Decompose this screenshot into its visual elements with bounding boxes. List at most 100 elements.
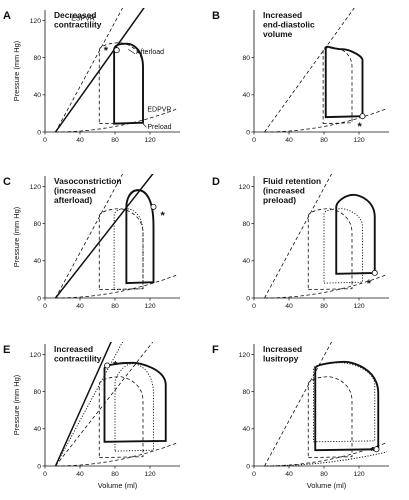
panel-c: 0 40 80 120 0 40 80 120 Pressure (mm Hg) C Vasocon… <box>3 174 180 310</box>
panel-letter: F <box>212 344 219 356</box>
x-tick-label: 120 <box>353 471 365 478</box>
espvr-line-control <box>55 8 124 133</box>
y-tick-label: 40 <box>33 426 41 433</box>
plot-area <box>264 174 388 299</box>
y-tick-label: 0 <box>246 129 250 136</box>
edpvr-curve-control <box>55 108 179 133</box>
change-point-marker <box>373 446 380 453</box>
panel-title-line: (increased <box>263 186 305 196</box>
preload-label: Preload <box>147 124 171 131</box>
panel-letter: C <box>3 176 11 188</box>
asterisk: * <box>113 360 118 372</box>
panel-title-line: volume <box>263 29 293 39</box>
y-tick-label: 40 <box>242 258 250 265</box>
y-tick-label: 80 <box>242 55 250 62</box>
panel-title-line: end-diastolic <box>263 20 315 30</box>
edpvr-curve-control <box>264 108 388 133</box>
espvr-line-new <box>54 174 154 299</box>
y-axis-label: Pressure (mm Hg) <box>12 207 21 267</box>
pv-loop-new <box>314 360 380 452</box>
edpvr-curve-control <box>264 442 388 467</box>
pv-loop-control <box>322 47 353 125</box>
x-tick-label: 0 <box>43 137 47 144</box>
x-axis-label: Volume (ml) <box>98 481 137 490</box>
espvr-line-control <box>264 342 333 467</box>
change-point-marker <box>104 362 111 369</box>
x-tick-label: 80 <box>320 303 328 310</box>
panel-letter: A <box>3 10 11 22</box>
x-tick-label: 80 <box>111 137 119 144</box>
plot-area <box>264 8 388 133</box>
x-tick-label: 80 <box>320 137 328 144</box>
afterload-label: Afterload <box>136 49 164 56</box>
plot-area <box>54 342 179 467</box>
y-tick-label: 80 <box>242 389 250 396</box>
panel-title-line: afterload) <box>54 195 92 205</box>
x-tick-label: 40 <box>76 471 84 478</box>
x-tick-label: 0 <box>252 137 256 144</box>
pv-loop-mid <box>323 208 363 284</box>
x-tick-label: 120 <box>144 303 156 310</box>
asterisk: * <box>104 45 109 57</box>
panel-title-line: Increased <box>263 10 302 20</box>
y-tick-label: 40 <box>242 426 250 433</box>
y-tick-label: 40 <box>242 92 250 99</box>
espvr-line-control <box>264 174 333 299</box>
pv-loop-mid <box>113 208 144 291</box>
espvr-line-new <box>54 342 112 467</box>
panel-d: 0 40 80 120 0 40 80 120 D Fluid retention(increas… <box>212 174 389 310</box>
espvr-line-control <box>55 342 154 467</box>
x-tick-label: 80 <box>111 303 119 310</box>
asterisk: * <box>371 445 376 457</box>
x-tick-label: 40 <box>285 137 293 144</box>
y-tick-label: 40 <box>33 258 41 265</box>
y-tick-label: 0 <box>37 129 41 136</box>
panel-title-line: Decreased <box>54 10 96 20</box>
preload-pointer <box>142 123 147 128</box>
change-point-marker <box>150 203 157 210</box>
plot-area <box>54 174 179 299</box>
y-axis-label: Pressure (mm Hg) <box>12 41 21 101</box>
y-tick-label: 80 <box>33 55 41 62</box>
change-point-marker <box>359 113 366 120</box>
y-tick-label: 0 <box>37 463 41 470</box>
pv-loop-control <box>307 376 353 459</box>
y-tick-label: 120 <box>239 352 251 359</box>
panel-a: 0 40 80 120 0 40 80 120 Pressure (mm Hg) A Decreas… <box>3 8 180 144</box>
panel-b: 0 40 80 120 0 40 80 B Increasedend-diastolicvolu… <box>212 8 389 144</box>
afterload-pointer <box>127 48 136 55</box>
pv-loop-control <box>98 208 144 291</box>
y-tick-label: 80 <box>33 389 41 396</box>
panel-letter: B <box>212 10 220 22</box>
panel-f: 0 40 80 120 0 40 80 120 Volume (ml) F Increasedlus… <box>212 342 389 490</box>
y-tick-label: 120 <box>30 18 42 25</box>
asterisk: * <box>358 121 363 133</box>
espvr-label: ESPVR <box>71 15 95 22</box>
asterisk: * <box>161 210 166 222</box>
y-axis-label: Pressure (mm Hg) <box>12 375 21 435</box>
x-tick-label: 120 <box>144 137 156 144</box>
y-tick-label: 120 <box>30 184 42 191</box>
x-tick-label: 40 <box>76 303 84 310</box>
pv-loop-new <box>125 189 155 285</box>
y-tick-label: 120 <box>239 184 251 191</box>
panel-title-line: Fluid retention <box>263 176 321 186</box>
asterisk: * <box>367 278 372 290</box>
x-tick-label: 40 <box>285 303 293 310</box>
panel-title-line: contractility <box>54 20 102 30</box>
x-tick-label: 120 <box>353 303 365 310</box>
pv-loop-new <box>103 361 167 443</box>
x-tick-label: 40 <box>285 471 293 478</box>
pv-loop-control <box>98 376 144 459</box>
x-tick-label: 0 <box>43 471 47 478</box>
panel-e: 0 40 80 120 0 40 80 120 Pressure (mm Hg) Volume (… <box>3 342 180 490</box>
pv-loop-new <box>324 45 364 119</box>
y-tick-label: 0 <box>37 295 41 302</box>
y-tick-label: 0 <box>246 463 250 470</box>
panel-title-line: preload) <box>263 195 296 205</box>
edpvr-curve-control <box>55 442 179 467</box>
panel-title-line: Increased <box>54 344 93 354</box>
x-tick-label: 0 <box>252 303 256 310</box>
change-point-marker <box>113 47 120 54</box>
